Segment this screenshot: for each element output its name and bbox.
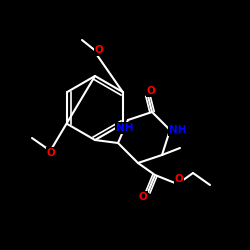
Text: O: O bbox=[138, 192, 147, 202]
Text: O: O bbox=[94, 45, 104, 55]
Text: O: O bbox=[146, 86, 156, 96]
Text: O: O bbox=[174, 174, 184, 184]
Text: NH: NH bbox=[169, 125, 187, 135]
Text: NH: NH bbox=[116, 123, 134, 133]
Text: O: O bbox=[46, 148, 56, 158]
